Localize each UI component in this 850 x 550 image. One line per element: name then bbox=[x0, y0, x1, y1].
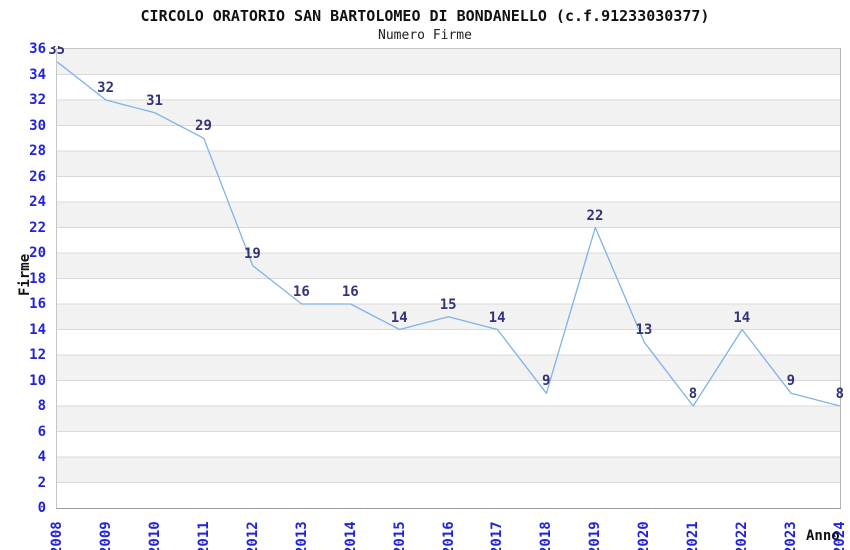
y-tick-label: 34 bbox=[29, 66, 46, 83]
x-tick-label: 2009 bbox=[97, 521, 114, 550]
y-tick-label: 2 bbox=[37, 474, 46, 491]
y-tick-label: 6 bbox=[37, 423, 46, 440]
grid-band bbox=[57, 100, 840, 126]
y-tick-label: 36 bbox=[29, 41, 46, 57]
y-tick-label: 10 bbox=[29, 372, 46, 389]
x-tick-label: 2012 bbox=[244, 521, 261, 550]
grid-band bbox=[57, 253, 840, 279]
grid-band bbox=[57, 355, 840, 381]
y-tick-label: 28 bbox=[29, 143, 46, 159]
x-tick-label: 2015 bbox=[391, 521, 408, 550]
y-tick-label: 30 bbox=[29, 117, 46, 134]
x-tick-label: 2013 bbox=[293, 521, 310, 550]
x-tick-label: 2008 bbox=[49, 521, 65, 550]
y-tick-label: 20 bbox=[29, 245, 46, 261]
y-tick-label: 0 bbox=[37, 500, 46, 516]
y-tick-label: 4 bbox=[37, 449, 46, 465]
x-tick-label: 2022 bbox=[734, 521, 751, 550]
series-line bbox=[57, 61, 840, 407]
grid-band bbox=[57, 406, 840, 432]
y-tick-label: 16 bbox=[29, 296, 46, 312]
x-tick-label: 2017 bbox=[489, 521, 506, 550]
x-tick-label: 2023 bbox=[783, 521, 800, 550]
x-tick-label: 2021 bbox=[685, 521, 702, 550]
grid-band bbox=[57, 202, 840, 228]
grid-band bbox=[57, 457, 840, 483]
plot-area bbox=[56, 48, 841, 509]
x-tick-label: 2019 bbox=[587, 521, 604, 550]
y-tick-label: 26 bbox=[29, 168, 46, 185]
y-tick-label: 18 bbox=[29, 270, 46, 287]
x-tick-label: 2020 bbox=[636, 521, 653, 550]
x-tick-label: 2018 bbox=[538, 521, 555, 550]
grid-band bbox=[57, 49, 840, 75]
x-axis-title: Anno bbox=[806, 528, 840, 544]
x-tick-label: 2011 bbox=[195, 521, 212, 550]
y-tick-label: 12 bbox=[29, 347, 46, 363]
x-tick-label: 2016 bbox=[440, 521, 457, 550]
y-tick-label: 24 bbox=[29, 194, 46, 210]
y-tick-label: 22 bbox=[29, 219, 46, 236]
x-tick-label: 2010 bbox=[146, 521, 163, 550]
grid-band bbox=[57, 151, 840, 177]
y-axis-title: Firme bbox=[17, 253, 33, 296]
y-tick-label: 32 bbox=[29, 92, 46, 108]
y-tick-label: 14 bbox=[29, 321, 46, 338]
chart-title: CIRCOLO ORATORIO SAN BARTOLOMEO DI BONDA… bbox=[140, 7, 710, 25]
chart-subtitle: Numero Firme bbox=[378, 28, 472, 43]
line-chart-canvas bbox=[57, 49, 840, 483]
y-tick-label: 8 bbox=[37, 398, 46, 414]
x-tick-label: 2014 bbox=[342, 521, 359, 550]
